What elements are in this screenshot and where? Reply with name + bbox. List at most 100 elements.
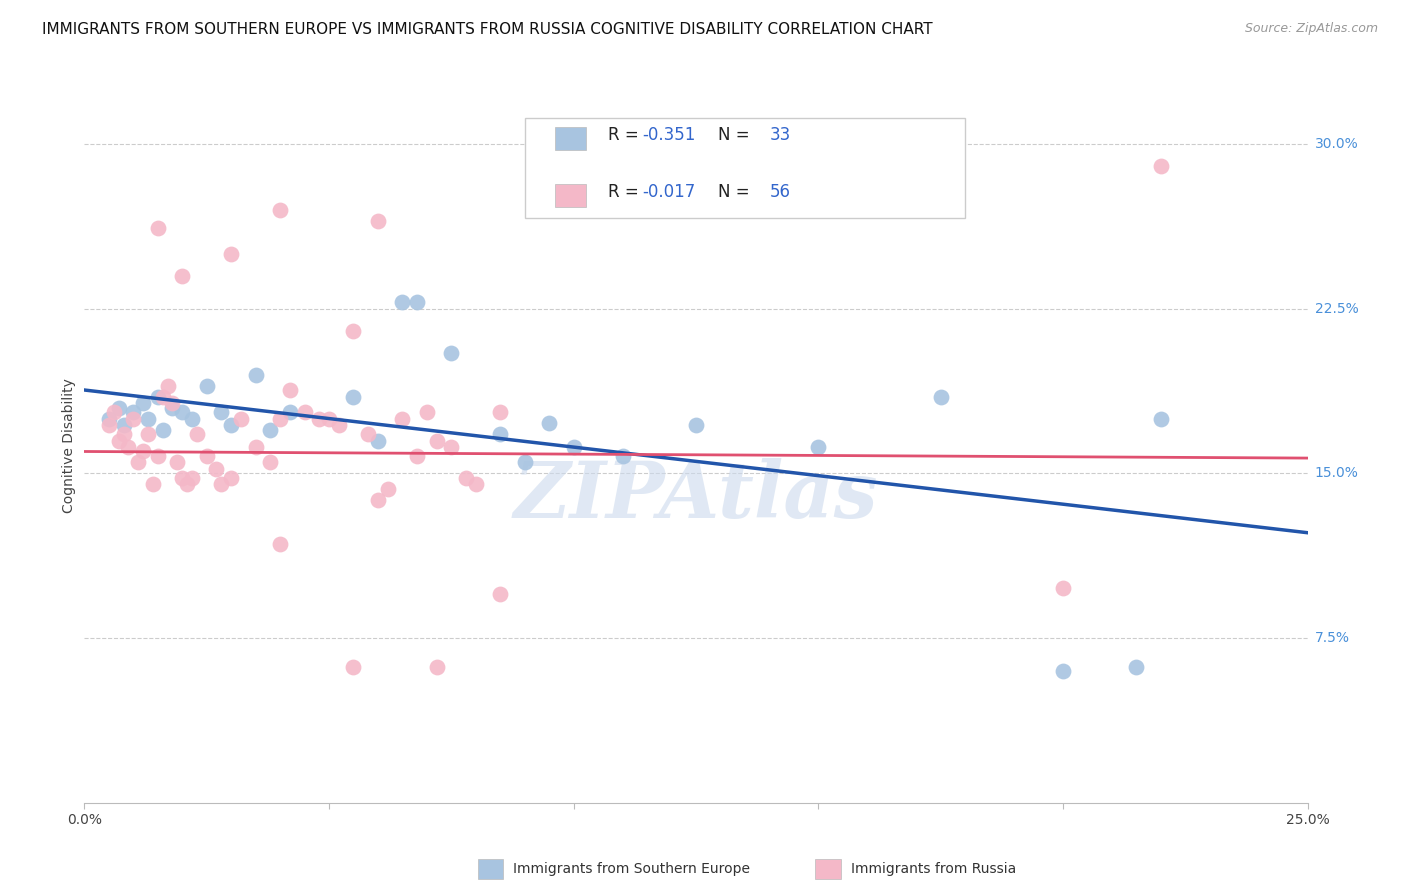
- Point: [162, 401, 184, 415]
- Point: [489, 405, 512, 419]
- Point: [269, 411, 291, 425]
- Point: [219, 471, 242, 485]
- Text: ZIPAtlas: ZIPAtlas: [513, 458, 879, 534]
- Point: [342, 324, 364, 338]
- Text: 30.0%: 30.0%: [1315, 137, 1358, 151]
- Point: [1125, 659, 1147, 673]
- Point: [146, 390, 169, 404]
- Point: [406, 295, 429, 310]
- Point: [406, 449, 429, 463]
- Point: [489, 587, 512, 601]
- Point: [562, 440, 585, 454]
- Point: [308, 411, 330, 425]
- Point: [367, 214, 389, 228]
- Point: [538, 416, 561, 430]
- Bar: [555, 127, 586, 150]
- Point: [172, 268, 194, 283]
- Point: [367, 434, 389, 448]
- Point: [219, 247, 242, 261]
- Point: [195, 378, 218, 392]
- Point: [1150, 411, 1173, 425]
- Point: [112, 426, 135, 441]
- Point: [426, 659, 449, 673]
- Text: -0.017: -0.017: [643, 183, 696, 202]
- Text: Source: ZipAtlas.com: Source: ZipAtlas.com: [1244, 22, 1378, 36]
- Point: [132, 444, 155, 458]
- Text: 7.5%: 7.5%: [1315, 632, 1350, 645]
- Point: [357, 426, 380, 441]
- Point: [929, 390, 952, 404]
- Text: 22.5%: 22.5%: [1315, 301, 1358, 316]
- Point: [97, 411, 120, 425]
- Point: [122, 405, 145, 419]
- Point: [172, 405, 194, 419]
- Point: [127, 455, 149, 469]
- Point: [269, 202, 291, 217]
- Point: [156, 378, 179, 392]
- Point: [117, 440, 139, 454]
- Point: [176, 477, 198, 491]
- Point: [112, 418, 135, 433]
- Point: [426, 434, 449, 448]
- Bar: [555, 184, 586, 207]
- Text: N =: N =: [718, 183, 755, 202]
- Text: 15.0%: 15.0%: [1315, 467, 1358, 481]
- Point: [172, 471, 194, 485]
- Text: R =: R =: [607, 183, 644, 202]
- Point: [195, 449, 218, 463]
- Point: [807, 440, 830, 454]
- Point: [1052, 664, 1074, 678]
- Point: [146, 220, 169, 235]
- Text: -0.351: -0.351: [643, 126, 696, 145]
- Point: [513, 455, 536, 469]
- Point: [367, 492, 389, 507]
- Point: [152, 390, 174, 404]
- Point: [132, 396, 155, 410]
- Point: [294, 405, 316, 419]
- Text: IMMIGRANTS FROM SOUTHERN EUROPE VS IMMIGRANTS FROM RUSSIA COGNITIVE DISABILITY C: IMMIGRANTS FROM SOUTHERN EUROPE VS IMMIG…: [42, 22, 932, 37]
- Text: 33: 33: [769, 126, 790, 145]
- Point: [181, 411, 204, 425]
- Point: [205, 462, 228, 476]
- Point: [612, 449, 634, 463]
- Point: [107, 401, 129, 415]
- Point: [162, 396, 184, 410]
- Point: [259, 455, 281, 469]
- Point: [97, 418, 120, 433]
- Point: [685, 418, 707, 433]
- Point: [229, 411, 252, 425]
- Point: [107, 434, 129, 448]
- Point: [122, 411, 145, 425]
- Point: [377, 482, 399, 496]
- Point: [146, 449, 169, 463]
- Point: [136, 411, 159, 425]
- Point: [1150, 159, 1173, 173]
- Text: N =: N =: [718, 126, 755, 145]
- Text: Immigrants from Russia: Immigrants from Russia: [851, 862, 1017, 876]
- Point: [259, 423, 281, 437]
- Y-axis label: Cognitive Disability: Cognitive Disability: [62, 378, 76, 514]
- Point: [342, 390, 364, 404]
- Point: [209, 477, 232, 491]
- Point: [245, 368, 267, 382]
- Point: [209, 405, 232, 419]
- Point: [454, 471, 477, 485]
- Point: [318, 411, 340, 425]
- Point: [186, 426, 208, 441]
- Point: [1052, 581, 1074, 595]
- Point: [328, 418, 350, 433]
- Point: [440, 345, 463, 359]
- Point: [489, 426, 512, 441]
- Point: [342, 659, 364, 673]
- Point: [269, 537, 291, 551]
- Text: 56: 56: [769, 183, 790, 202]
- Point: [245, 440, 267, 454]
- Text: Immigrants from Southern Europe: Immigrants from Southern Europe: [513, 862, 751, 876]
- Point: [142, 477, 165, 491]
- Point: [152, 423, 174, 437]
- Point: [278, 383, 301, 397]
- Point: [416, 405, 439, 419]
- Point: [391, 295, 413, 310]
- Point: [464, 477, 486, 491]
- Point: [136, 426, 159, 441]
